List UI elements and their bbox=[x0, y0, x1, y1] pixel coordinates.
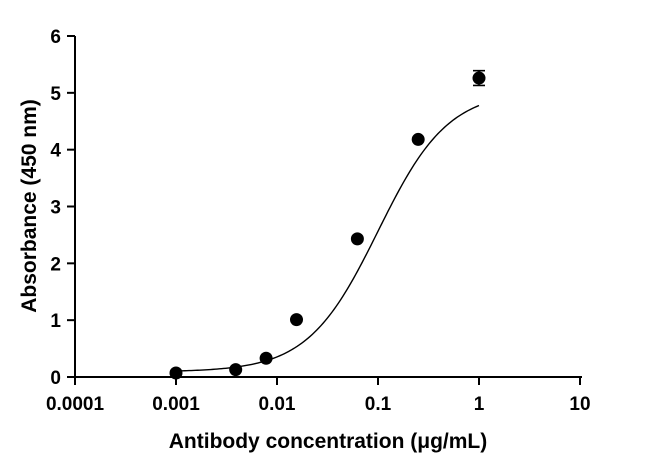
x-tick-label: 1 bbox=[474, 394, 485, 415]
data-point bbox=[290, 313, 304, 327]
x-axis-title: Antibody concentration (μg/mL) bbox=[169, 430, 488, 453]
fit-curve bbox=[175, 104, 480, 372]
x-tick-label: 0.1 bbox=[365, 394, 392, 415]
axes bbox=[74, 36, 582, 378]
y-tick-label: 5 bbox=[50, 84, 61, 105]
y-tick-label: 2 bbox=[50, 254, 61, 275]
data-point bbox=[169, 366, 183, 380]
y-axis-title: Absorbance (450 nm) bbox=[18, 99, 41, 313]
y-tick-label: 0 bbox=[50, 368, 61, 389]
x-tick-label: 0.0001 bbox=[46, 394, 105, 415]
data-point bbox=[411, 132, 425, 146]
y-tick-label: 1 bbox=[50, 311, 61, 332]
y-tick-label: 3 bbox=[50, 198, 61, 219]
data-point bbox=[472, 71, 486, 85]
x-tick-label: 0.001 bbox=[152, 394, 200, 415]
x-tick-label: 0.01 bbox=[259, 394, 296, 415]
x-ticks: 0.0001 0.001 0.01 0.1 1 10 bbox=[46, 377, 591, 415]
y-tick-label: 4 bbox=[50, 141, 61, 162]
y-ticks: 0 1 2 3 4 5 6 bbox=[50, 27, 75, 389]
x-tick-label: 10 bbox=[569, 394, 590, 415]
data-point bbox=[229, 363, 243, 377]
data-point bbox=[259, 351, 273, 365]
data-points bbox=[169, 69, 486, 380]
y-tick-label: 6 bbox=[50, 27, 61, 48]
data-point bbox=[350, 232, 364, 246]
